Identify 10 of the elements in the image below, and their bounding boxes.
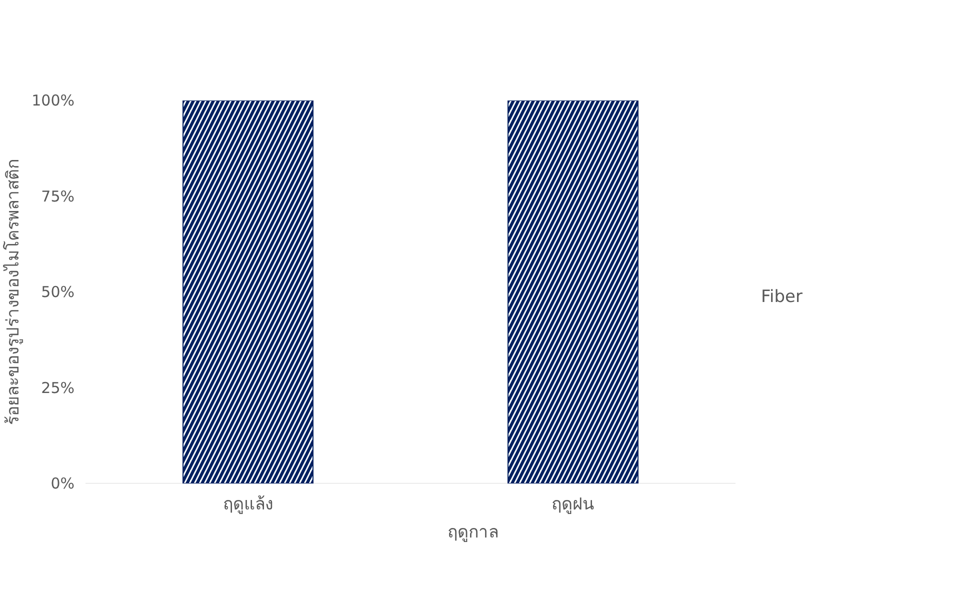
x-tick-label: ฤดูแล้ง <box>223 494 273 514</box>
y-axis-title: ร้อยละของรูปร่างของไมโครพลาสติก <box>2 159 24 425</box>
text: Fiber <box>761 286 803 306</box>
y-tick-label: 0% <box>50 474 74 492</box>
y-tick-label: 25% <box>41 378 75 397</box>
x-axis-title: ฤดูกาล <box>448 522 498 542</box>
y-tick-label: 75% <box>41 187 75 206</box>
y-tick-label: 100% <box>32 92 75 110</box>
x-tick-label: ฤดูฝน <box>552 494 594 514</box>
y-tick-label: 50% <box>41 283 75 301</box>
